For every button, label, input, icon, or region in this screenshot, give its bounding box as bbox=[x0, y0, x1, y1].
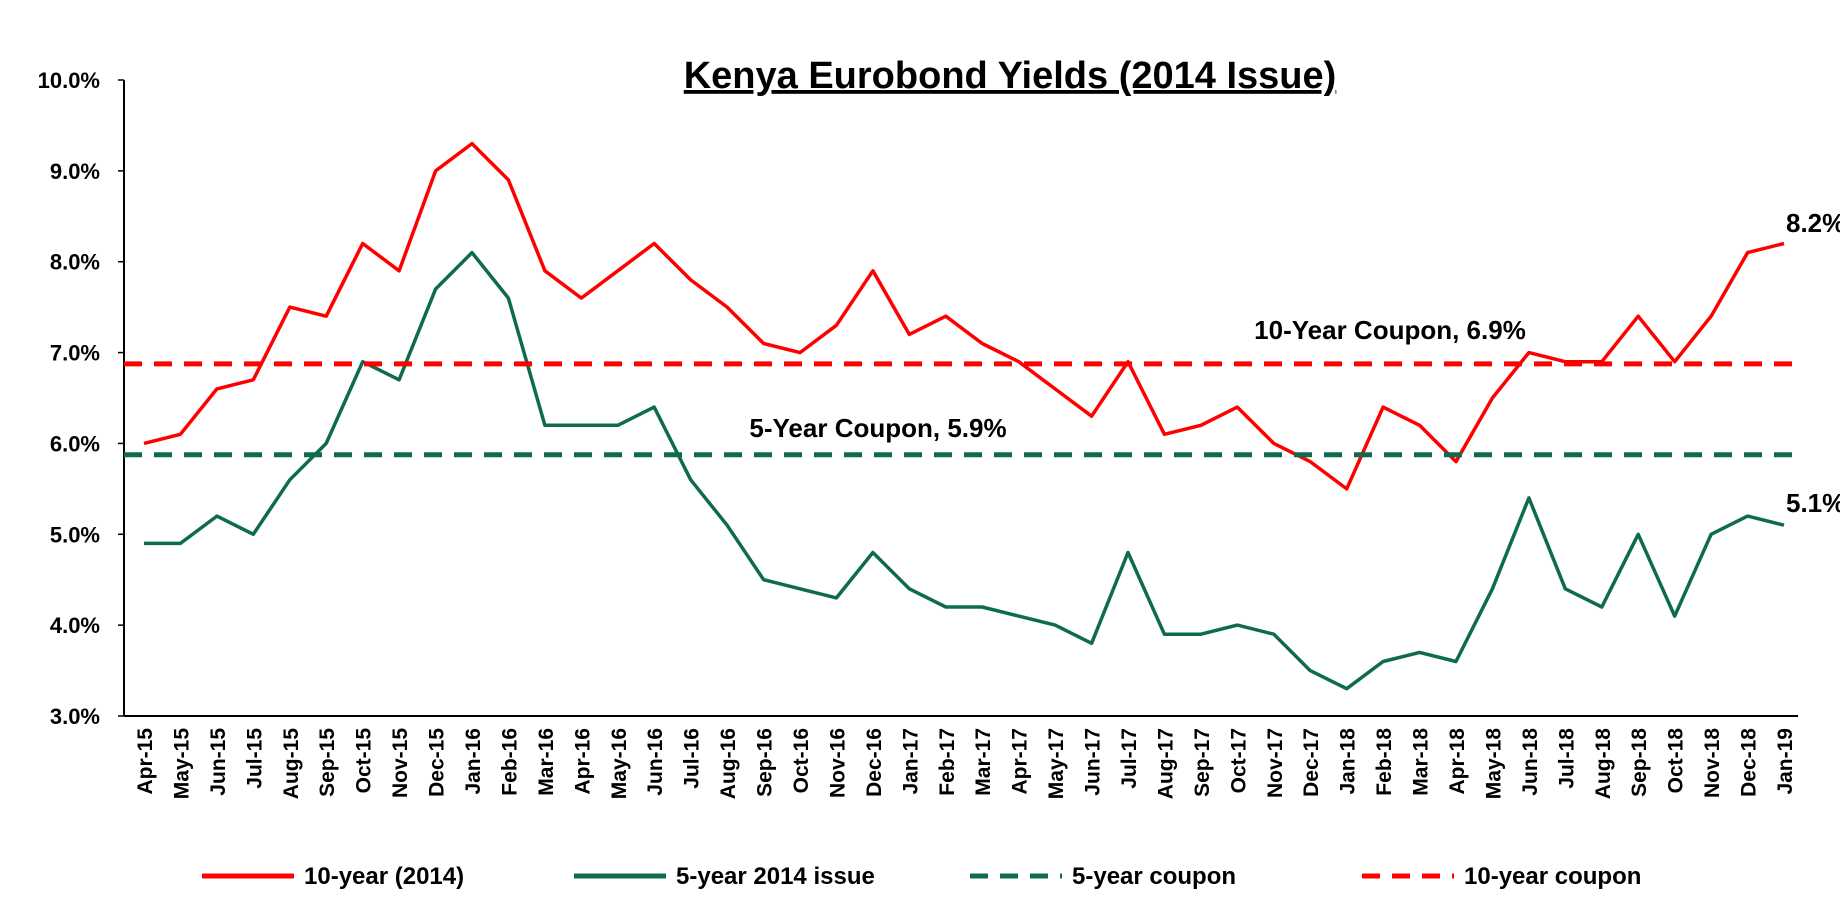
y-tick-label: 3.0% bbox=[50, 704, 100, 729]
x-tick-label: Aug-16 bbox=[717, 728, 740, 799]
x-tick-label: Sep-18 bbox=[1628, 728, 1651, 797]
x-tick-label: Apr-18 bbox=[1446, 728, 1469, 795]
x-tick-label: Sep-16 bbox=[754, 728, 777, 797]
x-tick-label: Jun-17 bbox=[1082, 728, 1105, 796]
x-tick-label: Jul-17 bbox=[1118, 728, 1141, 789]
x-tick-label: Jul-18 bbox=[1555, 728, 1578, 789]
five-year-last-value-label: 5.1% bbox=[1786, 488, 1840, 518]
legend-label: 10-year coupon bbox=[1464, 863, 1641, 890]
x-tick-label: Dec-18 bbox=[1738, 728, 1761, 797]
y-tick-label: 6.0% bbox=[50, 431, 100, 456]
ten-year-last-value-label: 8.2% bbox=[1786, 208, 1840, 238]
y-tick-label: 8.0% bbox=[50, 250, 100, 275]
x-tick-label: Jul-16 bbox=[681, 728, 704, 789]
x-tick-label: Nov-16 bbox=[826, 728, 849, 798]
x-tick-label: Jul-15 bbox=[243, 728, 266, 789]
ten-year-coupon-label: 10-Year Coupon, 6.9% bbox=[1254, 315, 1526, 345]
x-tick-label: Dec-17 bbox=[1300, 728, 1323, 797]
legend-label: 10-year (2014) bbox=[304, 863, 464, 890]
x-tick-label: Nov-18 bbox=[1701, 728, 1724, 798]
x-tick-label: Aug-18 bbox=[1592, 728, 1615, 799]
x-tick-label: Dec-15 bbox=[426, 728, 449, 797]
x-tick-label: Nov-15 bbox=[389, 728, 412, 798]
series-line-1 bbox=[144, 250, 1785, 691]
x-tick-label: Mar-17 bbox=[972, 728, 995, 796]
y-tick-label: 7.0% bbox=[50, 341, 100, 366]
five-year-coupon-label: 5-Year Coupon, 5.9% bbox=[749, 413, 1006, 443]
x-tick-label: Oct-17 bbox=[1227, 728, 1250, 793]
x-tick-label: Mar-16 bbox=[535, 728, 558, 796]
x-tick-label: Mar-18 bbox=[1410, 728, 1433, 796]
x-tick-label: Oct-15 bbox=[353, 728, 376, 794]
x-tick-label: Jan-17 bbox=[899, 728, 922, 795]
x-tick-label: Oct-16 bbox=[790, 728, 813, 793]
y-tick-label: 4.0% bbox=[50, 613, 100, 638]
legend-label: 5-year coupon bbox=[1072, 863, 1236, 890]
chart-title: Kenya Eurobond Yields (2014 Issue) bbox=[684, 55, 1337, 97]
legend-label: 5-year 2014 issue bbox=[676, 863, 875, 890]
x-tick-label: Sep-15 bbox=[316, 728, 339, 797]
x-tick-label: Feb-16 bbox=[498, 728, 521, 796]
x-tick-label: May-17 bbox=[1045, 728, 1068, 799]
y-tick-label: 10.0% bbox=[38, 68, 100, 93]
x-tick-label: Sep-17 bbox=[1191, 728, 1214, 797]
y-tick-label: 9.0% bbox=[50, 159, 100, 184]
x-tick-label: Apr-17 bbox=[1009, 728, 1032, 795]
x-tick-label: Feb-18 bbox=[1373, 728, 1396, 796]
x-tick-label: Apr-15 bbox=[134, 728, 157, 795]
x-tick-label: Dec-16 bbox=[863, 728, 886, 797]
x-tick-label: Jan-16 bbox=[462, 728, 485, 795]
x-tick-label: Feb-17 bbox=[936, 728, 959, 796]
x-tick-label: May-18 bbox=[1482, 728, 1505, 800]
series-lines bbox=[124, 141, 1798, 691]
x-tick-label: Oct-18 bbox=[1665, 728, 1688, 794]
y-tick-labels: 3.0% 4.0% 5.0% 6.0% 7.0% 8.0% 9.0% 10.0% bbox=[38, 68, 124, 729]
x-tick-label: May-15 bbox=[170, 728, 193, 800]
x-tick-label: Apr-16 bbox=[571, 728, 594, 795]
x-tick-label: Jun-16 bbox=[644, 728, 667, 796]
x-tick-label: Aug-17 bbox=[1154, 728, 1177, 799]
series-line-0 bbox=[143, 141, 1785, 491]
x-tick-label: Jan-18 bbox=[1337, 728, 1360, 795]
x-tick-label: Jun-15 bbox=[207, 728, 230, 796]
x-tick-label: Jan-19 bbox=[1774, 728, 1797, 795]
x-tick-label: Jun-18 bbox=[1519, 728, 1542, 796]
x-tick-label: May-16 bbox=[608, 728, 631, 799]
x-tick-label: Aug-15 bbox=[280, 728, 303, 799]
x-tick-labels: Apr-15 May-15 Jun-15 Jul-15 Aug-15 Sep-15 Oct-… bbox=[134, 728, 1797, 800]
legend: 10-year (2014) 5-year 2014 issue 5-year co… bbox=[202, 863, 1641, 890]
y-tick-label: 5.0% bbox=[50, 522, 100, 547]
x-tick-label: Nov-17 bbox=[1264, 728, 1287, 798]
